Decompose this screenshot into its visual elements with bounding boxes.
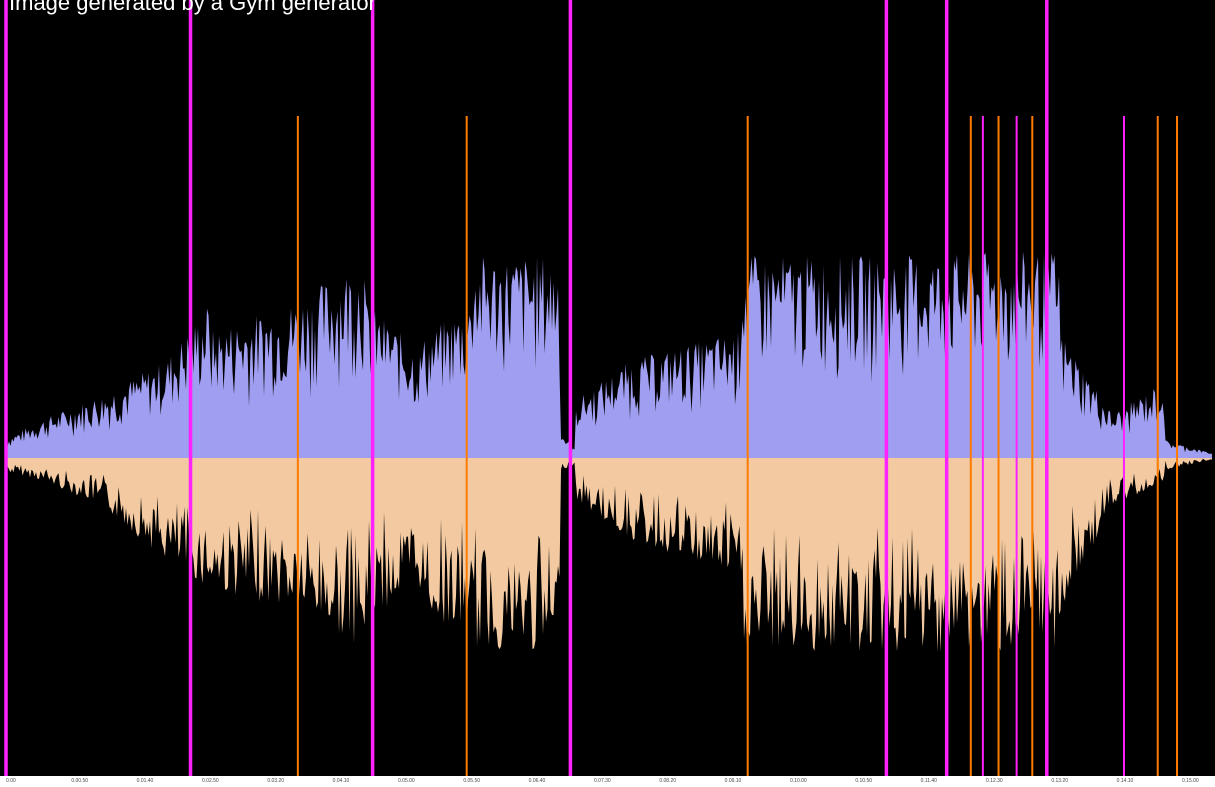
center-line bbox=[6, 454, 1212, 458]
ruler-label: 0.04.10 bbox=[332, 778, 350, 784]
ruler-label: 0.09.10 bbox=[724, 778, 742, 784]
ruler-label: 0.14.10 bbox=[1116, 778, 1134, 784]
ruler-label: 0.13.20 bbox=[1051, 778, 1069, 784]
ruler-label: 0.02.50 bbox=[202, 778, 219, 784]
generator-title: Image generated by a Gym generator bbox=[9, 0, 376, 15]
ruler-label: 0.12.30 bbox=[986, 778, 1003, 784]
ruler-label: 0.00.50 bbox=[71, 778, 89, 784]
lower-channel-waveform bbox=[6, 456, 1212, 653]
ruler-label: 0.05.50 bbox=[463, 778, 481, 784]
ruler-label: 0.08.20 bbox=[659, 778, 677, 784]
ruler-label: 0.11.40 bbox=[920, 778, 937, 784]
ruler-label: 0.03.20 bbox=[267, 778, 285, 784]
ruler-label: 0.07.30 bbox=[594, 778, 611, 784]
ruler-label: 0.05.00 bbox=[398, 778, 415, 784]
ruler-label: 0.06.40 bbox=[528, 778, 546, 784]
ruler-label: 0.15.00 bbox=[1182, 778, 1199, 784]
ruler-label: 0.01.40 bbox=[136, 778, 154, 784]
ruler-label: 0.10.50 bbox=[855, 778, 873, 784]
ruler-label: 0.00 bbox=[6, 778, 16, 784]
timeline-ruler[interactable] bbox=[0, 776, 1215, 787]
upper-channel-waveform bbox=[6, 251, 1212, 456]
ruler-label: 0.10.00 bbox=[790, 778, 807, 784]
